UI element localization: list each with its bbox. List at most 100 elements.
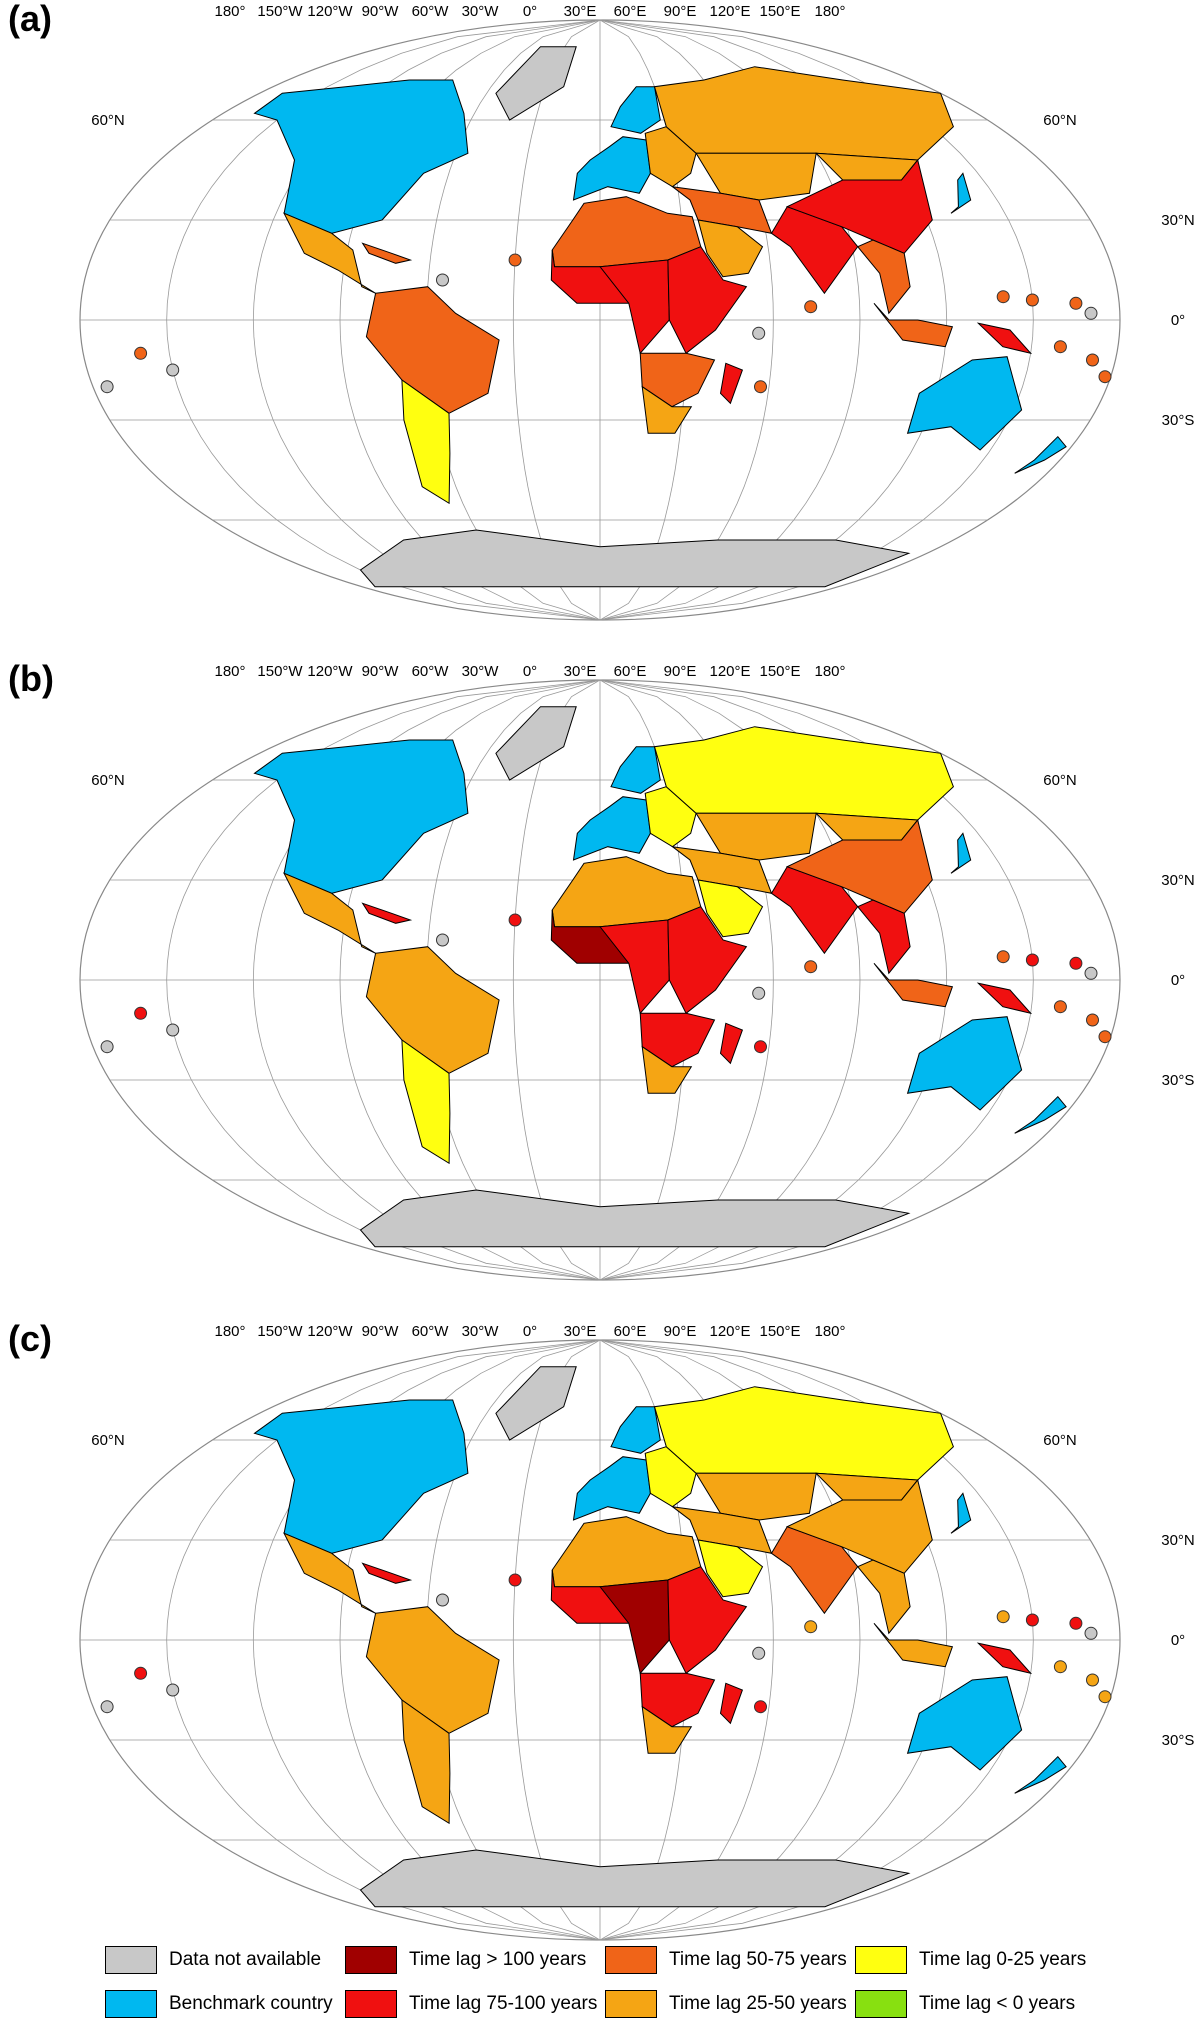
region-east-africa	[667, 246, 748, 355]
island-marker	[1025, 953, 1039, 967]
latitude-tick-label: 0°	[1171, 312, 1185, 329]
region-south-africa	[641, 1705, 693, 1754]
island-marker	[996, 1610, 1010, 1624]
island-marker	[804, 1620, 818, 1634]
region-indonesia	[873, 962, 954, 1008]
region-south-am-s	[401, 1698, 451, 1825]
region-south-am-s	[401, 1038, 451, 1165]
latitude-tick-label: 60°N	[91, 772, 125, 789]
region-madagascar	[719, 1022, 744, 1065]
latitude-tick-label: 30°N	[1161, 212, 1195, 229]
latitude-tick-label: 60°N	[1043, 112, 1077, 129]
island-marker	[754, 380, 767, 394]
region-china	[785, 158, 933, 254]
region-se-asia	[856, 239, 911, 315]
island-marker	[134, 1666, 148, 1680]
island-marker	[100, 380, 114, 394]
legend-swatch	[605, 1990, 657, 2018]
island-marker	[508, 1573, 522, 1587]
island-marker	[804, 300, 818, 314]
legend-label: Time lag 25-50 years	[669, 1993, 847, 2014]
region-central-am	[283, 1532, 376, 1614]
legend-item-lag-75-100: Time lag 75-100 years	[345, 1988, 597, 2020]
longitude-tick-label: 0°	[523, 663, 537, 680]
longitude-tick-label: 150°W	[257, 663, 303, 680]
island-marker	[1069, 296, 1083, 310]
graticule-meridian	[512, 679, 601, 1281]
longitude-tick-label: 120°W	[307, 663, 353, 680]
region-indonesia	[873, 302, 954, 348]
latitude-tick-label: 60°N	[1043, 1432, 1077, 1449]
legend-swatch	[855, 1990, 907, 2018]
island-marker	[1084, 966, 1098, 980]
island-marker	[1053, 1000, 1067, 1014]
longitude-tick-label: 30°E	[564, 3, 597, 20]
latitude-tick-label: 0°	[1171, 1632, 1185, 1649]
region-china	[785, 818, 933, 914]
legend-item-lag-lt0: Time lag < 0 years	[855, 1988, 1075, 2020]
latitude-tick-label: 60°N	[1043, 772, 1077, 789]
region-europe	[572, 136, 651, 201]
region-south-am-n	[365, 1606, 500, 1734]
longitude-tick-label: 90°W	[362, 663, 400, 680]
panel-label-c: (c)	[8, 1318, 52, 1359]
map-panel-a: 180° 150°W 120°W 90°W 60°W 30°W 0° 30°E 60°E 90°E…	[0, 0, 1200, 660]
longitude-tick-label: 90°W	[362, 3, 400, 20]
region-central-am	[283, 872, 376, 954]
island-marker	[436, 933, 449, 947]
longitude-tick-label: 30°E	[564, 1323, 597, 1340]
region-greenland	[495, 46, 577, 121]
legend-swatch	[345, 1990, 397, 2018]
legend-item-lag-25-50: Time lag 25-50 years	[605, 1988, 847, 2020]
legend-label: Time lag 0-25 years	[919, 1949, 1087, 1970]
region-china	[785, 1478, 933, 1574]
island-marker	[166, 363, 180, 377]
region-indonesia	[873, 1622, 954, 1668]
longitude-tick-label: 180°	[814, 1323, 845, 1340]
legend-swatch	[855, 1946, 907, 1974]
region-arabia	[697, 879, 764, 938]
longitude-tick-label: 90°E	[664, 1323, 697, 1340]
latitude-tick-label: 0°	[1171, 972, 1185, 989]
region-south-am-s	[401, 378, 451, 505]
legend-item-lag-0-25: Time lag 0-25 years	[855, 1944, 1086, 1976]
longitude-tick-label: 120°W	[307, 3, 353, 20]
graticule-meridian	[512, 19, 601, 621]
world-map-b: 180° 150°W 120°W 90°W 60°W 30°W 0° 30°E 60°E 90°E…	[79, 663, 1195, 1281]
latitude-tick-label: 60°N	[91, 112, 125, 129]
longitude-tick-label: 180°	[814, 663, 845, 680]
region-japan	[950, 172, 972, 214]
region-madagascar	[719, 362, 744, 405]
island-marker	[1098, 1690, 1112, 1704]
island-marker	[436, 1593, 449, 1607]
graticule-meridian	[512, 1339, 601, 1941]
longitude-tick-label: 150°E	[759, 663, 800, 680]
latitude-tick-label: 30°S	[1162, 1072, 1195, 1089]
region-europe	[572, 796, 651, 861]
latitude-tick-label: 60°N	[91, 1432, 125, 1449]
region-arabia	[697, 219, 764, 278]
island-marker	[1069, 1616, 1083, 1630]
longitude-tick-label: 180°	[214, 663, 245, 680]
region-central-africa	[599, 1579, 670, 1675]
latitude-tick-label: 30°S	[1162, 412, 1195, 429]
region-madagascar	[719, 1682, 744, 1725]
longitude-tick-label: 60°E	[614, 1323, 647, 1340]
region-south-am-n	[365, 286, 500, 414]
longitude-tick-label: 90°W	[362, 1323, 400, 1340]
region-central-am	[283, 212, 376, 294]
region-new-guinea	[976, 322, 1033, 355]
region-australia	[906, 1016, 1023, 1111]
island-marker	[100, 1040, 114, 1054]
region-japan	[950, 832, 972, 874]
island-marker	[1086, 1673, 1099, 1687]
region-south-africa	[641, 1045, 693, 1094]
island-marker	[134, 346, 148, 360]
island-marker	[1084, 306, 1098, 320]
longitude-tick-label: 60°W	[412, 663, 450, 680]
longitude-tick-label: 180°	[214, 3, 245, 20]
legend-swatch	[105, 1990, 157, 2018]
island-marker	[996, 950, 1010, 964]
longitude-tick-label: 180°	[814, 3, 845, 20]
island-marker	[508, 913, 522, 927]
